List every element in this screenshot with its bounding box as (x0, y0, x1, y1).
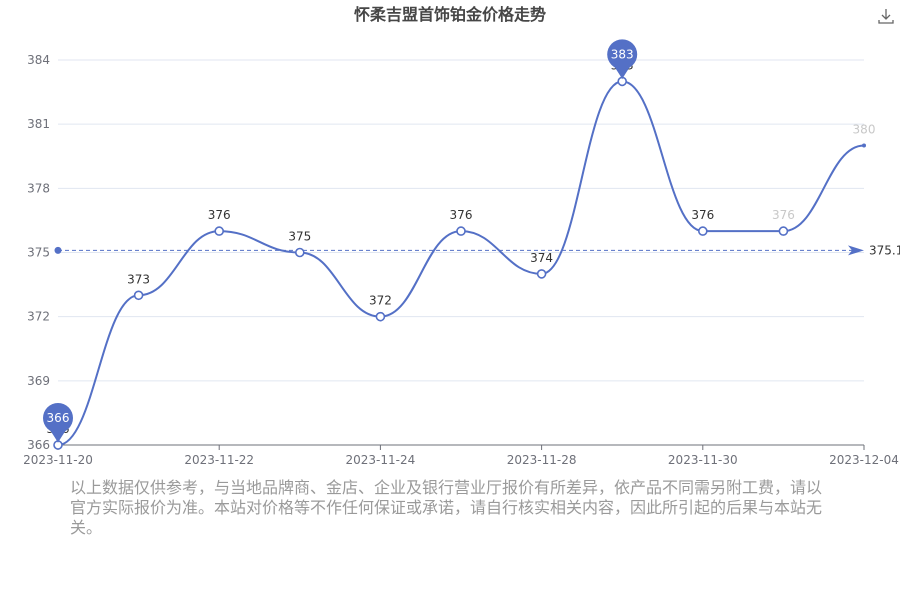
y-axis: 366 369 372 375 378 381 384 (27, 53, 50, 452)
x-tick-label: 2023-11-20 (23, 453, 93, 467)
y-tick-label: 372 (27, 310, 50, 324)
data-labels: 366373376375372376374383376376380 (47, 58, 876, 436)
download-icon[interactable] (878, 9, 894, 24)
grid-lines (58, 59, 864, 446)
y-tick-label: 369 (27, 374, 50, 388)
data-point (294, 247, 305, 258)
y-tick-label: 381 (27, 117, 50, 131)
data-point (778, 226, 789, 236)
y-tick-label: 375 (27, 246, 50, 260)
disclaimer-text: 以上数据仅供参考，与当地品牌商、金店、企业及银行营业厅报价有所差异，依产品不同需… (70, 478, 823, 537)
data-point (536, 269, 547, 279)
mark-line-arrow (848, 245, 864, 256)
y-tick-label: 378 (27, 181, 50, 195)
x-tick-label: 2023-11-22 (184, 453, 254, 467)
data-label: 375 (288, 230, 311, 244)
chart-title: 怀柔吉盟首饰铂金价格走势 (354, 5, 546, 24)
x-tick-label: 2023-11-28 (507, 453, 577, 467)
y-tick-label: 384 (27, 53, 50, 67)
x-axis: 2023-11-20 2023-11-22 2023-11-24 2023-11-28… (23, 444, 899, 467)
data-label: 376 (772, 208, 795, 222)
average-mark-line: 375.1 (54, 243, 900, 257)
line-chart: 怀柔吉盟首饰铂金价格走势 366 369 372 375 378 381 384 2023-… (23, 5, 900, 467)
series-line (57, 80, 865, 446)
max-mark-point (607, 39, 638, 70)
x-tick-label: 2023-11-24 (346, 453, 416, 467)
data-point (456, 226, 466, 236)
data-label: 373 (127, 272, 150, 286)
min-mark-point-label: 366 (47, 411, 70, 425)
x-tick-label: 2023-11-30 (668, 453, 738, 467)
y-tick-label: 366 (27, 438, 50, 452)
data-label: 376 (208, 208, 231, 222)
data-point (697, 226, 708, 236)
data-points (53, 76, 866, 450)
mark-line-label: 375.1 (869, 243, 900, 257)
data-label: 374 (530, 251, 553, 265)
max-mark-point-label: 383 (611, 47, 634, 61)
data-label: 372 (369, 294, 392, 308)
data-point (375, 311, 386, 322)
data-point (214, 226, 224, 236)
data-point (862, 143, 866, 148)
mark-points: 383 366 (43, 39, 638, 443)
x-tick-label: 2023-12-04 (829, 453, 899, 467)
min-mark-point (43, 403, 73, 433)
data-point (133, 290, 144, 301)
data-label: 380 (853, 123, 876, 137)
data-label: 376 (691, 208, 714, 222)
data-label: 376 (450, 208, 473, 222)
